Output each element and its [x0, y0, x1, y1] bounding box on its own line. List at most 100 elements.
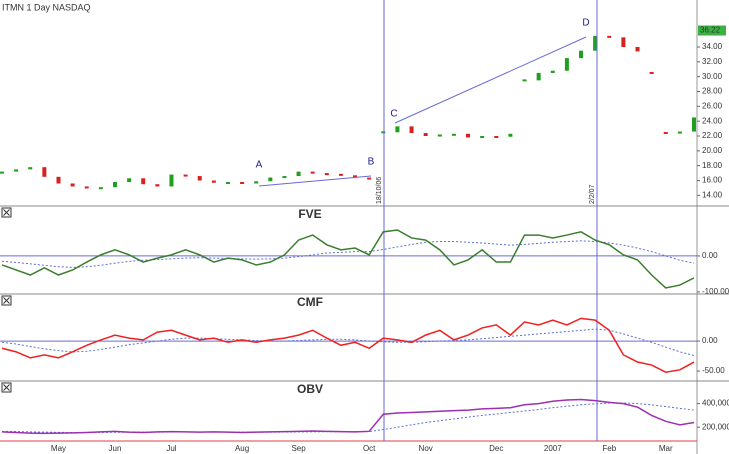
price-bar	[423, 133, 428, 137]
price-bar	[367, 177, 372, 180]
price-bar	[466, 133, 471, 138]
price-bar	[649, 71, 654, 74]
indicator-line	[1, 229, 695, 289]
price-bar	[607, 35, 612, 38]
price-bar	[564, 58, 569, 71]
price-bar	[480, 136, 485, 139]
price-bar	[395, 126, 400, 133]
price-bar	[84, 186, 89, 189]
x-tick-label: Jul	[166, 444, 176, 453]
price-bar	[0, 171, 4, 174]
price-bar	[112, 182, 117, 188]
price-bar	[282, 176, 287, 179]
price-bar	[141, 178, 146, 185]
x-tick-label: Dec	[489, 444, 503, 453]
y-tick-label: -50.00	[702, 366, 725, 375]
price-bar	[296, 171, 301, 177]
price-bar	[381, 131, 386, 134]
y-tick-label: 32.00	[702, 57, 723, 66]
price-bar	[508, 133, 513, 137]
price-bar	[14, 169, 19, 172]
price-bar	[155, 184, 160, 187]
y-tick-label: 20.00	[702, 146, 723, 155]
price-bar	[42, 167, 47, 177]
x-tick-label: Feb	[602, 444, 616, 453]
price-bar	[254, 181, 259, 184]
annotation: C	[390, 109, 397, 120]
y-tick-label: 16.00	[702, 176, 723, 185]
x-tick-label: Nov	[419, 444, 433, 453]
price-bar	[692, 117, 696, 132]
y-tick-label: -100.00	[702, 287, 729, 296]
event-label: 18/10/06	[376, 177, 383, 204]
x-tick-label: Oct	[363, 444, 376, 453]
y-tick-label: 400,000	[702, 399, 729, 408]
price-bar	[437, 134, 442, 137]
price-bar	[353, 175, 358, 178]
last-price-box	[698, 25, 726, 36]
trend-line	[258, 175, 372, 187]
x-tick-label: Aug	[235, 444, 249, 453]
y-tick-label: 18.00	[702, 161, 723, 170]
indicator-line	[1, 317, 695, 373]
indicator-line	[1, 398, 695, 435]
x-tick-label: Mar	[659, 444, 673, 453]
annotation: D	[582, 18, 589, 29]
price-bar	[593, 35, 598, 51]
price-bar	[240, 182, 245, 185]
price-bar	[169, 174, 174, 187]
panel-name: OBV	[297, 382, 323, 396]
price-bar	[550, 70, 555, 73]
price-bar	[579, 50, 584, 59]
price-bar	[522, 79, 527, 82]
y-tick-label: 0.00	[702, 251, 718, 260]
x-tick-label: Sep	[291, 444, 306, 453]
y-tick-label: 14.00	[702, 190, 723, 199]
signal-line	[1, 328, 695, 356]
chart-title: ITMN 1 Day NASDAQ	[2, 2, 91, 12]
price-bar	[28, 167, 33, 170]
last-price-label: 36.22	[700, 26, 721, 35]
y-tick-label: 28.00	[702, 87, 723, 96]
y-tick-label: 34.00	[702, 42, 723, 51]
price-bar	[677, 131, 682, 134]
price-bar	[635, 46, 640, 52]
price-bar	[211, 180, 216, 183]
price-bar	[225, 182, 230, 185]
price-bar	[127, 178, 132, 183]
annotation: A	[256, 160, 263, 171]
x-tick-label: Jun	[109, 444, 122, 453]
y-tick-label: 0.00	[702, 336, 718, 345]
x-tick-label: 2007	[544, 444, 562, 453]
y-tick-label: 22.00	[702, 131, 723, 140]
x-tick-label: May	[51, 444, 66, 453]
price-bar	[310, 171, 315, 174]
close-button[interactable]	[1, 295, 12, 306]
price-bar	[268, 177, 273, 182]
price-bar	[451, 133, 456, 136]
annotation: B	[368, 157, 375, 168]
price-bar	[338, 173, 343, 176]
price-bar	[98, 187, 103, 190]
price-bar	[494, 136, 499, 139]
trend-line	[394, 36, 587, 124]
price-bar	[621, 37, 626, 47]
close-button[interactable]	[1, 382, 12, 393]
event-label: 2/2/07	[589, 184, 596, 204]
price-bar	[197, 176, 202, 181]
price-bar	[324, 173, 329, 176]
y-tick-label: 26.00	[702, 101, 723, 110]
price-bar	[183, 174, 188, 177]
y-tick-label: 200,000	[702, 422, 729, 431]
y-tick-label: 30.00	[702, 72, 723, 81]
price-bar	[70, 183, 75, 187]
price-bar	[409, 126, 414, 134]
panel-name: CMF	[297, 295, 323, 309]
price-bar	[663, 132, 668, 135]
price-bar	[536, 72, 541, 81]
price-bar	[56, 176, 61, 184]
close-button[interactable]	[1, 207, 12, 218]
y-tick-label: 24.00	[702, 116, 723, 125]
